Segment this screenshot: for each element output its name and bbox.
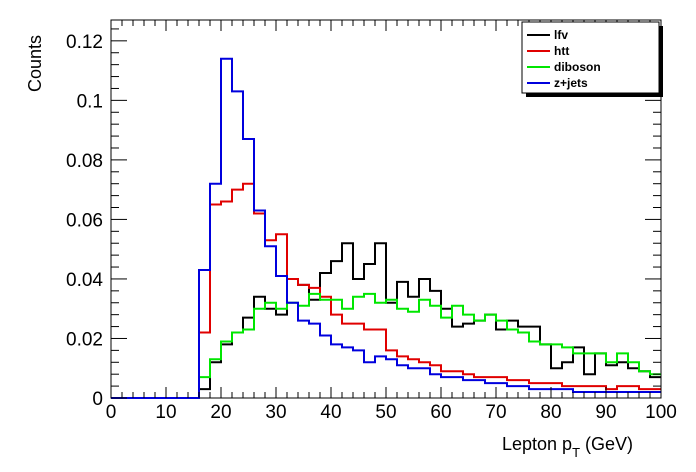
y-tick-label: 0.02 xyxy=(66,329,103,350)
series-line-htt xyxy=(111,182,661,399)
x-tick-label: 0 xyxy=(106,402,117,423)
x-tick-label: 20 xyxy=(210,402,231,423)
y-axis: 0 0.02 0.04 0.06 0.08 0.1 0.12 xyxy=(66,28,661,410)
x-tick-label: 100 xyxy=(645,402,677,423)
x-axis-title: Lepton pT (GeV) xyxy=(502,434,633,460)
y-tick-label: 0.04 xyxy=(66,270,103,291)
x-tick-label: 40 xyxy=(320,402,341,423)
y-axis-title: Counts xyxy=(25,35,45,92)
x-tick-label: 70 xyxy=(485,402,506,423)
x-tick-label: 80 xyxy=(540,402,561,423)
y-tick-label: 0.08 xyxy=(66,151,103,172)
legend-box xyxy=(521,21,660,94)
y-tick-label: 0.1 xyxy=(77,91,103,112)
x-tick-label: 90 xyxy=(595,402,616,423)
legend-label: htt xyxy=(554,44,569,58)
histogram-series-group xyxy=(111,57,661,399)
series-line-lfv xyxy=(111,242,661,399)
x-tick-label: 30 xyxy=(265,402,286,423)
legend-label: lfv xyxy=(554,28,568,42)
x-axis-title-main: Lepton p xyxy=(502,434,572,454)
x-axis-title-subscript: T xyxy=(572,445,580,460)
x-tick-label: 10 xyxy=(155,402,176,423)
x-axis: 0 10 20 30 40 50 60 70 80 90 100 xyxy=(106,20,677,423)
legend-label: diboson xyxy=(554,60,601,74)
legend: lfv htt diboson z+jets xyxy=(521,21,663,97)
y-tick-label: 0.12 xyxy=(66,32,103,53)
legend-label: z+jets xyxy=(554,76,588,90)
x-tick-label: 50 xyxy=(375,402,396,423)
series-line-diboson xyxy=(111,292,661,399)
series-line-z-jets xyxy=(111,57,661,399)
x-axis-title-unit: (GeV) xyxy=(580,434,633,454)
y-tick-label: 0 xyxy=(92,389,103,410)
x-tick-label: 60 xyxy=(430,402,451,423)
y-tick-label: 0.06 xyxy=(66,210,103,231)
